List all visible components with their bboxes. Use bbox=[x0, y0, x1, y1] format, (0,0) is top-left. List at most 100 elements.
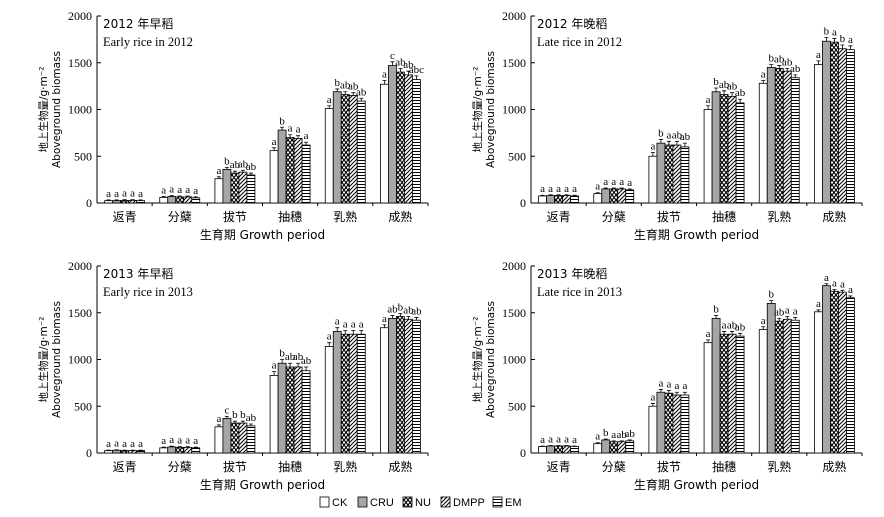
error-bar bbox=[730, 92, 735, 97]
legend-swatch bbox=[319, 496, 330, 508]
error-bar bbox=[169, 445, 174, 447]
y-tick-label: 500 bbox=[508, 149, 526, 163]
significance-label: b bbox=[658, 127, 664, 139]
bar-em bbox=[136, 450, 145, 454]
significance-label: ab bbox=[672, 129, 683, 141]
bar-cru bbox=[711, 317, 721, 454]
error-bar bbox=[327, 342, 332, 347]
bar-nu bbox=[175, 446, 185, 454]
significance-label: b bbox=[398, 302, 404, 314]
significance-label: a bbox=[666, 378, 671, 390]
error-bar bbox=[335, 327, 340, 332]
significance-label: ab bbox=[301, 355, 312, 367]
error-bar bbox=[627, 188, 632, 190]
bar-cru bbox=[822, 40, 831, 204]
x-tick-label: 返青 bbox=[113, 460, 137, 474]
bar-cru bbox=[388, 317, 397, 454]
error-bar bbox=[785, 67, 790, 72]
bar-dmpp bbox=[838, 291, 847, 454]
bar-em bbox=[246, 174, 256, 204]
significance-label: a bbox=[138, 188, 143, 200]
bar-ck bbox=[104, 450, 113, 454]
significance-label: a bbox=[650, 391, 655, 403]
significance-label: b bbox=[232, 409, 238, 421]
significance-label: a bbox=[272, 136, 277, 148]
significance-label: a bbox=[114, 438, 119, 450]
chart-subtitle: Early rice in 2013 bbox=[103, 285, 193, 299]
chart-title: 2013 年晚稻 bbox=[537, 267, 607, 281]
bar-dmpp bbox=[727, 333, 737, 454]
bar-ck bbox=[380, 327, 389, 454]
bar-nu bbox=[830, 290, 839, 454]
significance-label: a bbox=[216, 413, 221, 425]
bar-ck bbox=[758, 329, 768, 454]
error-bar bbox=[169, 195, 174, 197]
legend-swatch bbox=[402, 496, 413, 508]
x-tick-label: 乳熟 bbox=[333, 459, 357, 474]
error-bar bbox=[738, 98, 743, 103]
legend-label: CRU bbox=[370, 497, 394, 509]
significance-label: ab bbox=[617, 429, 628, 441]
significance-label: ab bbox=[782, 56, 793, 68]
x-tick-label: 成熟 bbox=[388, 459, 412, 474]
y-tick-label: 2000 bbox=[68, 9, 92, 23]
error-bar bbox=[161, 446, 166, 448]
error-bar bbox=[185, 446, 190, 448]
error-bar bbox=[769, 300, 774, 304]
bar-em bbox=[735, 335, 745, 454]
bar-ck bbox=[703, 109, 713, 204]
bar-em bbox=[570, 195, 579, 204]
bar-cru bbox=[546, 445, 555, 454]
error-bar bbox=[296, 362, 301, 367]
bar-ck bbox=[269, 374, 279, 454]
x-tick-label: 返青 bbox=[547, 460, 571, 474]
y-tick-label: 500 bbox=[508, 399, 526, 413]
legend-label: DMPP bbox=[453, 497, 485, 509]
bar-nu bbox=[175, 196, 185, 204]
bar-cru bbox=[388, 65, 397, 204]
legend-item-cru: CRU bbox=[357, 496, 394, 509]
error-bar bbox=[650, 403, 655, 407]
y-tick-label: 1000 bbox=[68, 103, 92, 117]
bar-em bbox=[846, 297, 855, 454]
error-bar bbox=[280, 359, 285, 364]
x-tick-label: 抽穗 bbox=[278, 460, 302, 474]
bar-em bbox=[246, 425, 256, 454]
y-axis-label: 地上生物量/g·m⁻² bbox=[37, 316, 50, 402]
error-bar bbox=[674, 140, 679, 146]
error-bar bbox=[240, 420, 245, 424]
significance-label: a bbox=[161, 184, 166, 196]
bar-nu bbox=[120, 199, 129, 204]
significance-label: ab bbox=[790, 63, 801, 75]
significance-label: ab bbox=[680, 131, 691, 143]
x-tick-label: 乳熟 bbox=[767, 209, 791, 224]
legend-swatch bbox=[357, 496, 368, 508]
bar-cru bbox=[766, 67, 776, 204]
significance-label: ab bbox=[625, 428, 636, 440]
error-bar bbox=[106, 199, 111, 201]
error-bar bbox=[177, 195, 182, 197]
bar-ck bbox=[159, 196, 169, 204]
significance-label: a bbox=[761, 69, 766, 81]
bar-ck bbox=[648, 405, 658, 454]
error-bar bbox=[232, 170, 237, 174]
significance-label: a bbox=[327, 94, 332, 106]
error-bar bbox=[161, 196, 166, 198]
significance-label: ab bbox=[735, 321, 746, 333]
y-tick-label: 1000 bbox=[502, 353, 526, 367]
significance-label: a bbox=[761, 315, 766, 327]
bar-cru bbox=[167, 446, 177, 454]
error-bar bbox=[619, 440, 624, 442]
bar-cru bbox=[711, 91, 721, 204]
bar-em bbox=[790, 77, 800, 204]
significance-label: a bbox=[595, 431, 600, 443]
error-bar bbox=[816, 60, 821, 65]
bar-nu bbox=[830, 41, 839, 204]
bar-em bbox=[680, 394, 690, 454]
significance-label: a bbox=[343, 319, 348, 331]
error-bar bbox=[540, 194, 545, 196]
bar-em bbox=[301, 144, 311, 204]
